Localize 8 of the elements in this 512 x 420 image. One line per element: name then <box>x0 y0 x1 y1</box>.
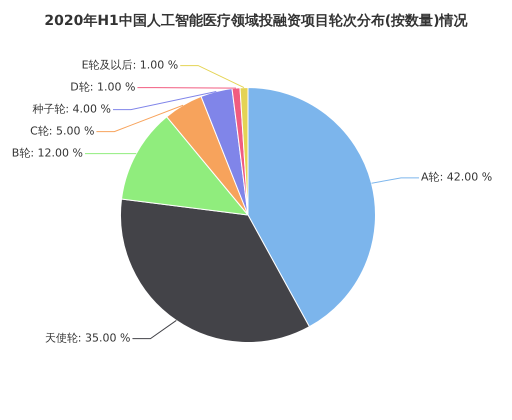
slice-label: E轮及以后: 1.00 % <box>82 58 178 72</box>
slice-label: B轮: 12.00 % <box>12 146 83 160</box>
chart-title: 2020年H1中国人工智能医疗领域投融资项目轮次分布(按数量)情况 <box>43 12 469 30</box>
slice-label: 天使轮: 35.00 % <box>44 332 130 345</box>
slice-label: C轮: 5.00 % <box>30 124 94 138</box>
slice-label: A轮: 42.00 % <box>421 170 492 184</box>
slice-label: 种子轮: 4.00 % <box>32 102 111 116</box>
slice-label: D轮: 1.00 % <box>70 80 136 94</box>
